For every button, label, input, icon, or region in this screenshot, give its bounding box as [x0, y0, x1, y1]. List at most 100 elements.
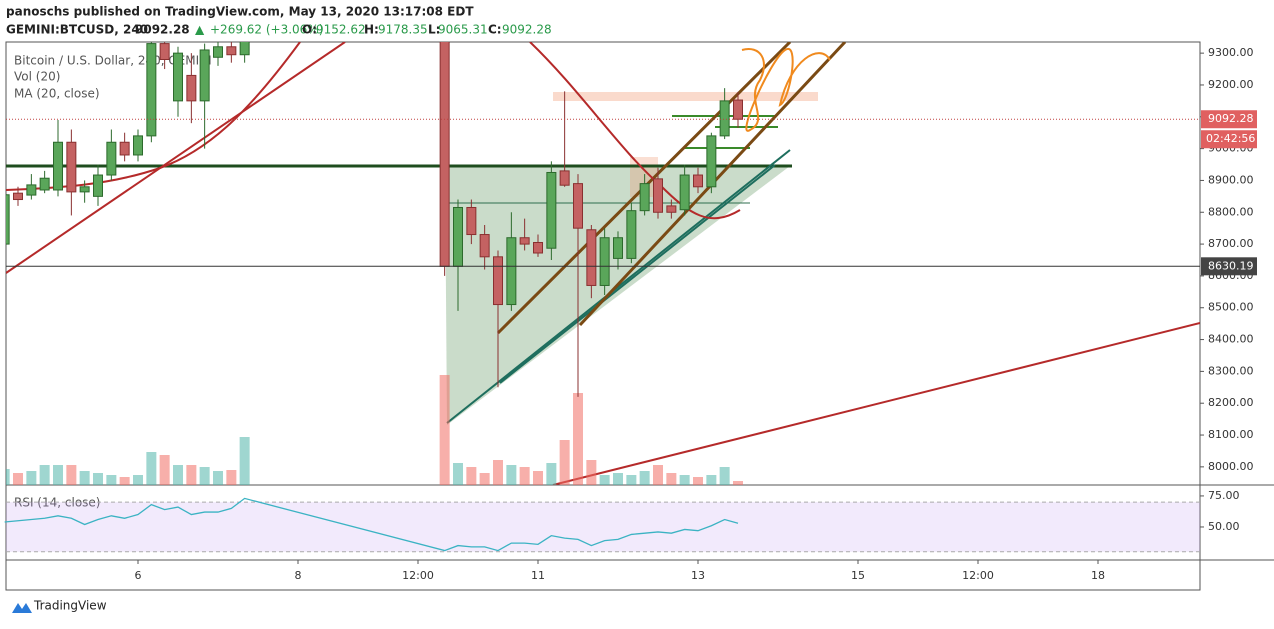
candle-body: [186, 74, 197, 102]
volume-bar: [6, 469, 10, 485]
trend-line: [552, 322, 1200, 485]
rsi-line: [4, 497, 739, 552]
candle-body: [93, 174, 103, 197]
volume-bar: [639, 471, 650, 485]
volume-bar: [679, 475, 690, 485]
marker-label: 8630.19: [1208, 259, 1254, 272]
volume-bar: [39, 465, 50, 485]
countdown: 02:42:56: [1206, 132, 1255, 145]
volume-bar: [199, 467, 210, 485]
volume-bar: [93, 473, 103, 485]
volume-bar: [119, 477, 130, 485]
candle-body: [546, 171, 557, 249]
candle-body: [706, 135, 717, 188]
candle-body: [533, 241, 543, 254]
candle-body: [599, 237, 610, 286]
volume-bar: [493, 460, 503, 485]
volume-bar: [573, 393, 583, 485]
volume-bar: [53, 465, 63, 485]
candle-body: [13, 192, 23, 201]
candle-body: [159, 43, 170, 61]
x-tick-label: 11: [531, 569, 545, 582]
h-label: H:: [364, 23, 379, 37]
volume-bar: [13, 473, 23, 485]
c-label: C:: [488, 23, 502, 37]
candle-body: [173, 52, 183, 102]
candle-body: [719, 100, 730, 137]
candle-body: [39, 177, 50, 191]
candle-body: [453, 206, 463, 267]
y-tick-label: 9300.00: [1208, 46, 1254, 59]
volume-bar: [26, 471, 37, 485]
volume-bar: [586, 460, 597, 485]
c: 9092.28: [502, 23, 552, 37]
volume-bar: [719, 467, 730, 485]
volume-bar: [693, 477, 703, 485]
change: +269.62 (+3.06%): [210, 23, 323, 37]
price-pane: [6, 42, 743, 485]
legend-vol: Vol (20): [14, 70, 60, 84]
o-label: O:: [302, 23, 317, 37]
candle-body: [53, 141, 63, 191]
scribble: [741, 47, 831, 132]
legend-ma: MA (20, close): [14, 87, 100, 101]
volume-bar: [733, 481, 743, 485]
volume-bar: [439, 375, 450, 485]
candle-body: [79, 186, 90, 193]
volume-bar: [159, 455, 170, 485]
candle-body: [6, 194, 10, 245]
candle-body: [653, 178, 663, 213]
candle-body: [613, 237, 623, 259]
y-tick-label: 8000.00: [1208, 460, 1254, 473]
y-tick-label: 8500.00: [1208, 301, 1254, 314]
brand: TradingView: [33, 599, 107, 613]
volume-bar: [79, 471, 90, 485]
volume-bar: [453, 463, 463, 485]
volume-bar: [506, 465, 517, 485]
rsi-tick-label: 75.00: [1208, 489, 1240, 502]
candle-body: [106, 141, 117, 176]
candle-body: [213, 46, 223, 58]
candle-body: [626, 210, 637, 259]
candle-body: [559, 170, 570, 186]
countdown-box: [1201, 130, 1257, 149]
triangle: [445, 166, 790, 425]
volume-bar: [613, 473, 623, 485]
volume-bar: [546, 463, 557, 485]
x-tick-label: 6: [135, 569, 142, 582]
candle-body: [133, 135, 143, 156]
marker-box: [1201, 257, 1257, 276]
x-tick-label: 15: [851, 569, 865, 582]
zone: [553, 92, 818, 101]
candle-body: [733, 99, 743, 120]
byline: panoschs published on TradingView.com, M…: [6, 5, 474, 19]
volume-bar: [146, 452, 157, 485]
candle-body: [119, 141, 130, 156]
change-arrow: ▲: [195, 23, 205, 37]
volume-bar: [226, 470, 237, 485]
volume-bar: [559, 440, 570, 485]
trend-line: [499, 164, 776, 384]
y-tick-label: 9200.00: [1208, 78, 1254, 91]
y-tick-label: 8800.00: [1208, 205, 1254, 218]
candle-body: [679, 174, 690, 211]
y-tick-label: 8900.00: [1208, 173, 1254, 186]
volume-bar: [599, 475, 610, 485]
volume-bar: [666, 473, 677, 485]
volume-bar: [653, 465, 663, 485]
y-tick-label: 8400.00: [1208, 333, 1254, 346]
candle-body: [479, 234, 490, 258]
x-tick-label: 12:00: [402, 569, 434, 582]
volume-bar: [133, 475, 143, 485]
candle-body: [466, 206, 477, 236]
volume-bar: [519, 467, 530, 485]
volume-bar: [106, 475, 117, 485]
h: 9178.35: [378, 23, 428, 37]
candle-body: [639, 183, 650, 212]
x-tick-label: 18: [1091, 569, 1105, 582]
last-price-box: [1201, 110, 1257, 129]
candle-body: [146, 43, 157, 137]
volume-bar: [479, 473, 490, 485]
